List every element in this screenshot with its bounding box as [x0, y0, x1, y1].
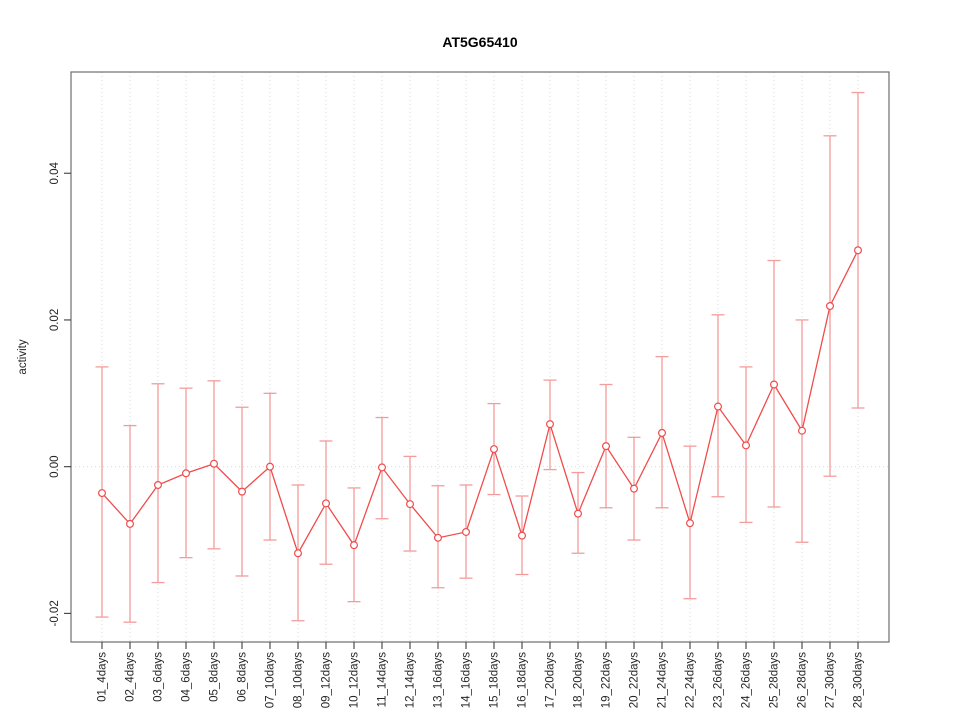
- data-point-marker: [545, 420, 554, 429]
- data-point-marker: [350, 541, 359, 550]
- data-point-marker: [125, 519, 134, 528]
- x-tick-label: 10_12days: [349, 652, 361, 709]
- x-tick-label: 18_20days: [573, 652, 585, 709]
- x-tick-label: 03_6days: [153, 652, 165, 702]
- x-tick-label: 24_26days: [741, 652, 753, 709]
- data-point-marker: [210, 459, 219, 468]
- y-tick-label: 0.02: [49, 309, 61, 331]
- x-tick-label: 13_16days: [433, 652, 445, 709]
- y-tick-label: 0.04: [49, 161, 61, 184]
- chart-title: AT5G65410: [442, 34, 518, 50]
- data-point-marker: [657, 428, 666, 437]
- data-point-marker: [462, 527, 471, 536]
- plot-frame: [70, 71, 890, 643]
- data-point-marker: [378, 463, 387, 472]
- x-tick-label: 23_26days: [713, 652, 725, 709]
- x-tick-label: 07_10days: [265, 652, 277, 709]
- x-tick-label: 17_20days: [545, 652, 557, 709]
- data-point-marker: [406, 500, 415, 509]
- y-tick-label: 0.00: [49, 455, 61, 477]
- data-point-marker: [769, 380, 778, 389]
- data-point-marker: [238, 487, 247, 496]
- data-point-marker: [434, 533, 443, 542]
- data-point-marker: [97, 489, 106, 498]
- x-tick-label: 05_8days: [209, 652, 221, 702]
- x-tick-label: 15_18days: [489, 652, 501, 709]
- x-tick-label: 16_18days: [517, 652, 529, 709]
- x-tick-label: 11_14days: [377, 652, 389, 708]
- data-point-marker: [853, 246, 862, 255]
- data-point-marker: [601, 442, 610, 451]
- x-tick-label: 12_14days: [405, 652, 417, 709]
- data-point-marker: [182, 469, 191, 478]
- x-tick-label: 14_16days: [461, 652, 473, 709]
- x-tick-label: 06_8days: [237, 652, 249, 702]
- data-point-marker: [741, 441, 750, 450]
- data-point-marker: [266, 462, 275, 471]
- data-point-marker: [797, 426, 806, 435]
- y-tick-label: -0.02: [49, 600, 61, 626]
- x-tick-label: 22_24days: [685, 652, 697, 709]
- data-point-marker: [322, 499, 331, 508]
- data-point-marker: [713, 402, 722, 411]
- x-tick-label: 20_22days: [629, 652, 641, 709]
- x-tick-label: 27_30days: [825, 652, 837, 709]
- data-point-marker: [825, 302, 834, 311]
- x-tick-label: 21_24days: [657, 652, 669, 709]
- data-point-marker: [685, 519, 694, 528]
- data-point-marker: [517, 531, 526, 540]
- x-tick-label: 28_30days: [853, 652, 865, 709]
- series-line: [101, 249, 859, 555]
- data-point-marker: [490, 445, 499, 454]
- x-tick-label: 02_4days: [125, 652, 137, 702]
- x-tick-label: 08_10days: [293, 652, 305, 709]
- x-tick-label: 25_28days: [769, 652, 781, 709]
- x-tick-label: 04_6days: [181, 652, 193, 702]
- data-point-marker: [154, 481, 163, 490]
- x-tick-label: 01_4days: [97, 652, 109, 702]
- x-tick-label: 09_12days: [321, 652, 333, 709]
- x-tick-label: 19_22days: [601, 652, 613, 709]
- data-point-marker: [573, 509, 582, 518]
- data-point-marker: [629, 484, 638, 493]
- x-tick-label: 26_28days: [797, 652, 809, 709]
- data-point-marker: [294, 549, 303, 558]
